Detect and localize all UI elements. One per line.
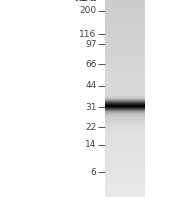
Text: 14: 14 [85,140,96,149]
Text: kDa: kDa [74,0,96,3]
Text: 200: 200 [79,6,96,15]
Text: 116: 116 [79,30,96,39]
Text: 22: 22 [85,123,96,132]
Text: 6: 6 [91,168,96,177]
Text: 44: 44 [85,81,96,90]
Text: 66: 66 [85,59,96,69]
Text: 31: 31 [85,103,96,112]
Text: 97: 97 [85,40,96,49]
